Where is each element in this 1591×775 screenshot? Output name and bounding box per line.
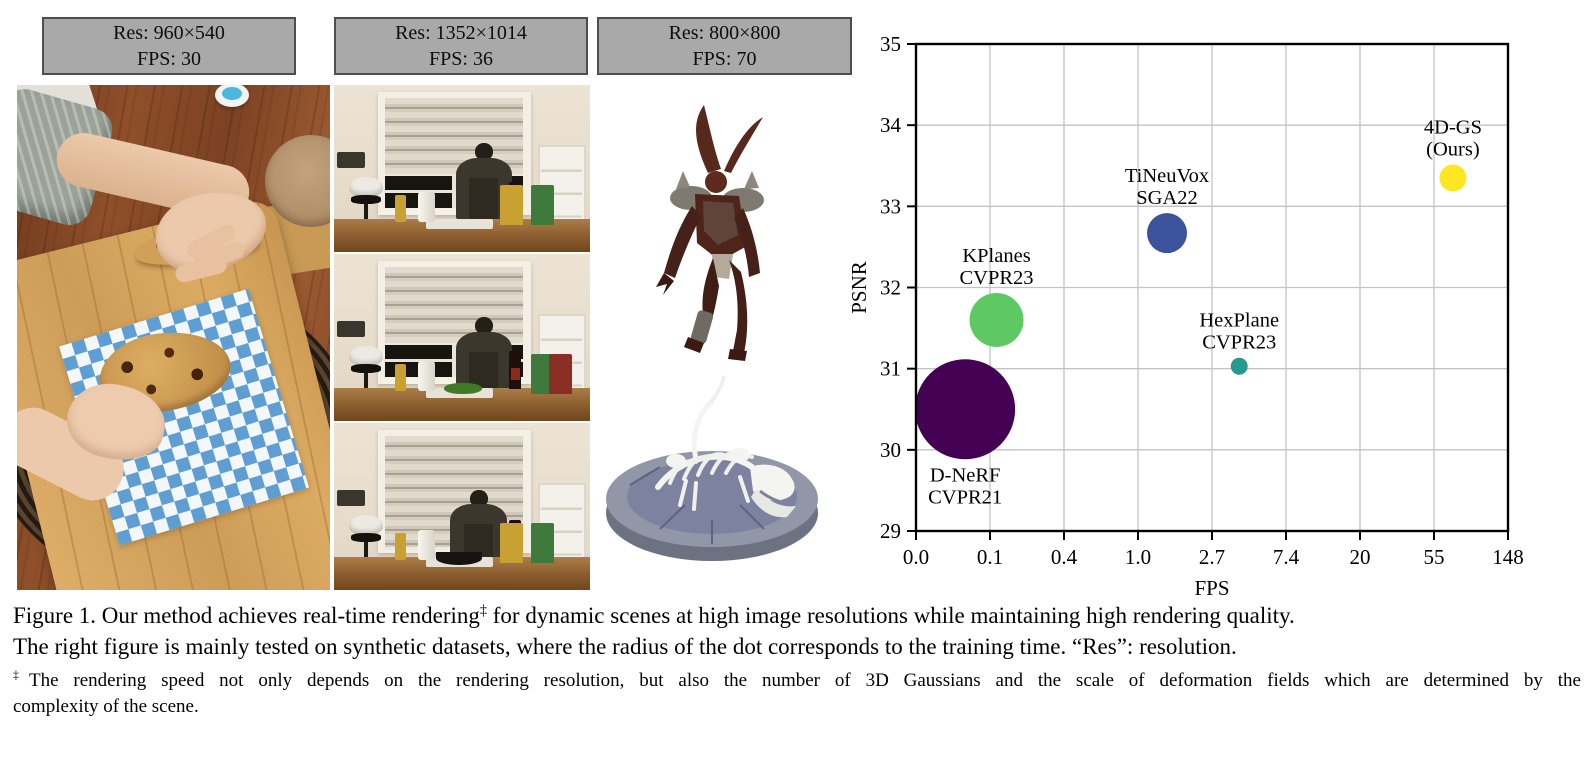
psnr-fps-chart: D-NeRF CVPR21 KPlanes CVPR23 TiNeuVox SGA22 He… bbox=[847, 18, 1591, 603]
kitchen-frame-1 bbox=[334, 85, 590, 252]
bubble-label: D-NeRF bbox=[930, 464, 1001, 486]
x-tick-label: 20 bbox=[1350, 545, 1371, 569]
y-tick-label: 31 bbox=[880, 357, 901, 381]
x-tick-label: 2.7 bbox=[1199, 545, 1225, 569]
res-label: Res: 800×800 bbox=[668, 22, 781, 44]
bubble-label: HexPlane bbox=[1199, 310, 1279, 332]
fps-label: FPS: 36 bbox=[429, 48, 493, 70]
bubble-label: KPlanes bbox=[962, 245, 1030, 267]
footnote-line-2: complexity of the scene. bbox=[13, 696, 199, 717]
black-wok bbox=[436, 551, 483, 565]
y-tick-label: 29 bbox=[880, 519, 901, 543]
oil-bottle bbox=[395, 195, 406, 222]
caption-line-2: The right figure is mainly tested on syn… bbox=[13, 634, 1237, 659]
bottle-cap bbox=[215, 85, 249, 107]
caption-line-1: Figure 1. Our method achieves real-time … bbox=[13, 602, 1295, 628]
x-tick-label: 1.0 bbox=[1125, 545, 1151, 569]
x-tick-label: 148 bbox=[1492, 545, 1524, 569]
bubble-KPlanes bbox=[969, 292, 1024, 347]
x-tick-label: 0.4 bbox=[1051, 545, 1078, 569]
white-dog bbox=[349, 176, 383, 197]
bubble-label: 4D-GS bbox=[1424, 116, 1482, 138]
figure-caption: Figure 1. Our method achieves real-time … bbox=[13, 600, 1581, 662]
stool bbox=[350, 195, 382, 224]
x-tick-label: 0.1 bbox=[977, 545, 1003, 569]
x-tick-label: 55 bbox=[1424, 545, 1445, 569]
bubble-D-NeRF bbox=[915, 359, 1016, 460]
bubble-label: SGA22 bbox=[1136, 187, 1198, 209]
fps-label: FPS: 30 bbox=[137, 48, 201, 70]
y-tick-label: 30 bbox=[880, 438, 901, 462]
photo-panel-cookie bbox=[17, 85, 330, 590]
x-tick-label: 0.0 bbox=[903, 545, 929, 569]
toaster-oven bbox=[336, 151, 365, 169]
synthetic-renders bbox=[606, 105, 818, 561]
bubble-4D-GS bbox=[1439, 164, 1467, 192]
bubble-label: CVPR23 bbox=[959, 267, 1033, 289]
round-bread bbox=[265, 135, 330, 227]
bubble-HexPlane bbox=[1230, 357, 1248, 375]
kitchen-frame-3 bbox=[334, 423, 590, 590]
bubble-label: CVPR21 bbox=[928, 486, 1002, 508]
y-axis-label: PSNR bbox=[850, 261, 871, 314]
y-tick-label: 35 bbox=[880, 32, 901, 56]
bubble-label: CVPR23 bbox=[1202, 332, 1276, 354]
bottle bbox=[500, 185, 524, 226]
chart-canvas: D-NeRFCVPR21KPlanesCVPR23TiNeuVoxSGA22He… bbox=[847, 32, 1524, 600]
photo-panel-kitchen bbox=[334, 85, 590, 590]
green-vegetables bbox=[444, 382, 483, 395]
x-axis-label: FPS bbox=[1194, 576, 1229, 600]
dagger-mark: ‡ bbox=[13, 668, 29, 682]
y-tick-label: 34 bbox=[880, 113, 902, 137]
res-label: Res: 960×540 bbox=[113, 22, 225, 44]
res-fps-box-cookie: Res: 960×540 FPS: 30 bbox=[42, 17, 296, 75]
bubble-TiNeuVox bbox=[1147, 213, 1188, 254]
paper-towel bbox=[418, 191, 436, 222]
res-fps-box-synthetic: Res: 800×800 FPS: 70 bbox=[597, 17, 852, 75]
x-tick-label: 7.4 bbox=[1273, 545, 1300, 569]
res-label: Res: 1352×1014 bbox=[395, 22, 527, 44]
footnote-line-1: ‡The rendering speed not only depends on… bbox=[13, 668, 1581, 691]
figure-footnote: ‡The rendering speed not only depends on… bbox=[13, 668, 1581, 720]
y-tick-label: 33 bbox=[880, 194, 901, 218]
res-fps-box-kitchen: Res: 1352×1014 FPS: 36 bbox=[334, 17, 588, 75]
cutting-board bbox=[426, 218, 493, 229]
bubble-label: (Ours) bbox=[1426, 138, 1480, 160]
skeleton-render bbox=[606, 375, 818, 561]
fps-label: FPS: 70 bbox=[692, 48, 757, 70]
bubble-label: TiNeuVox bbox=[1125, 165, 1209, 187]
y-tick-label: 32 bbox=[880, 276, 901, 300]
kitchen-frame-2 bbox=[334, 254, 590, 421]
photo-panel-synthetic bbox=[600, 85, 850, 590]
bottle bbox=[531, 185, 555, 226]
dagger-mark: ‡ bbox=[479, 602, 487, 619]
demon-render bbox=[656, 105, 764, 361]
